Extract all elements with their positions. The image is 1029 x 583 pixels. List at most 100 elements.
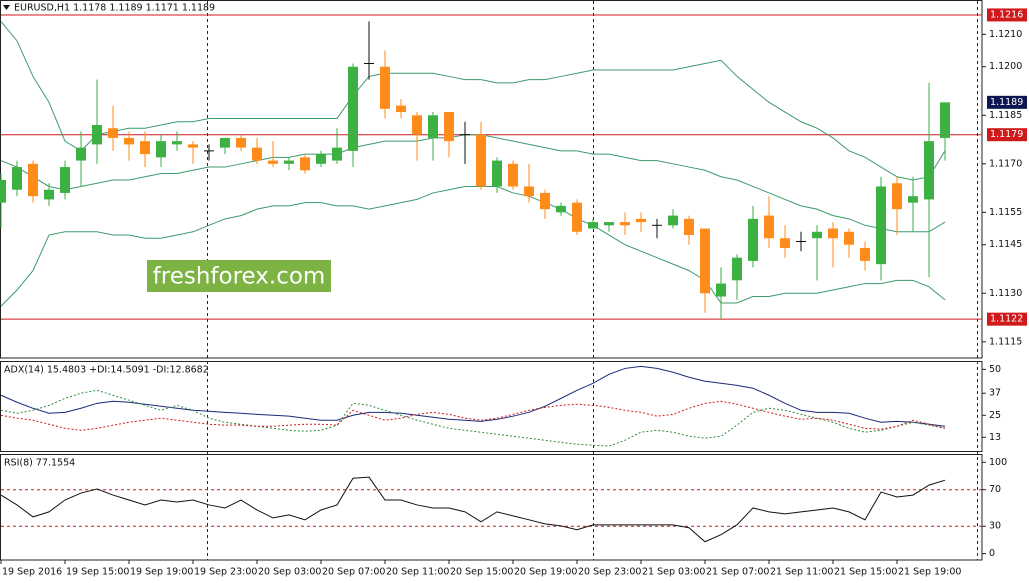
candle-body bbox=[252, 147, 262, 161]
price-label-bg bbox=[987, 312, 1027, 326]
bollinger-band bbox=[0, 134, 946, 233]
candle-body bbox=[284, 160, 294, 164]
candle-body bbox=[540, 192, 550, 210]
candle-body bbox=[924, 141, 934, 200]
price-label: 1.1216 bbox=[990, 9, 1023, 20]
rsi-panel-frame bbox=[0, 454, 983, 561]
candle-body bbox=[108, 128, 118, 138]
candle-body bbox=[76, 147, 86, 161]
candle-body bbox=[268, 160, 278, 164]
indicator-line bbox=[0, 365, 946, 427]
x-tick-label: 21 Sep 11:00 bbox=[770, 567, 833, 578]
candle-body bbox=[940, 102, 950, 138]
candle-body bbox=[588, 222, 598, 229]
y-tick-label: 0 bbox=[989, 548, 995, 559]
candle-body bbox=[764, 215, 774, 239]
candle-body bbox=[300, 157, 310, 171]
candle-body bbox=[412, 115, 422, 135]
candle-body bbox=[892, 183, 902, 210]
x-tick-label: 20 Sep 07:00 bbox=[322, 567, 385, 578]
candle-body bbox=[700, 228, 710, 294]
price-label-bg bbox=[987, 8, 1027, 22]
candle-body bbox=[188, 144, 198, 148]
watermark-bg bbox=[147, 260, 331, 292]
panel-title: EURUSD,H1 1.1178 1.1189 1.1171 1.1189 bbox=[14, 3, 215, 14]
y-tick-label: 1.1130 bbox=[989, 288, 1022, 299]
candle-body bbox=[332, 147, 342, 161]
y-tick-label: 100 bbox=[989, 457, 1007, 468]
candle-body bbox=[780, 238, 790, 248]
x-tick-label: 19 Sep 2016 bbox=[2, 567, 62, 578]
price-label-bg bbox=[987, 128, 1027, 142]
panel-title: RSI(8) 77.1554 bbox=[4, 458, 75, 469]
x-tick-label: 21 Sep 03:00 bbox=[642, 567, 705, 578]
candle-body bbox=[124, 137, 134, 145]
candle-body bbox=[12, 167, 22, 190]
candle-body bbox=[92, 124, 102, 145]
watermark: freshforex.com bbox=[153, 264, 326, 290]
candle-body bbox=[396, 105, 406, 113]
x-tick-label: 19 Sep 15:00 bbox=[66, 567, 129, 578]
y-tick-label: 70 bbox=[989, 484, 1001, 495]
candle-body bbox=[220, 137, 230, 148]
candle-body bbox=[828, 228, 838, 239]
candle-body bbox=[44, 189, 54, 200]
y-tick-label: 25 bbox=[989, 410, 1001, 421]
y-tick-label: 1.1210 bbox=[989, 29, 1022, 40]
candle-body bbox=[316, 154, 326, 164]
candle-body bbox=[508, 163, 518, 187]
candle-body bbox=[476, 134, 486, 187]
candle-body bbox=[908, 196, 918, 203]
y-tick-label: 1.1200 bbox=[989, 61, 1022, 72]
last-price-bg bbox=[987, 95, 1027, 109]
candle-body bbox=[636, 218, 646, 223]
y-tick-label: 1.1145 bbox=[989, 239, 1022, 250]
candle-body bbox=[444, 112, 454, 142]
candle-body bbox=[156, 141, 166, 158]
y-tick-label: 13 bbox=[989, 432, 1001, 443]
indicator-line bbox=[0, 400, 946, 431]
x-tick-label: 20 Sep 03:00 bbox=[258, 567, 321, 578]
candle-body bbox=[716, 283, 726, 297]
candle-body bbox=[604, 222, 614, 226]
x-tick-label: 21 Sep 15:00 bbox=[834, 567, 897, 578]
y-tick-label: 1.1115 bbox=[989, 336, 1022, 347]
plot-layer: 1.1210 1.1200 1.1185 1.1170 1.1155 1.1145 1.11… bbox=[0, 3, 1027, 578]
candle-body bbox=[876, 186, 886, 265]
candle-body bbox=[140, 141, 150, 155]
bollinger-band bbox=[0, 185, 946, 307]
candle-body bbox=[524, 186, 534, 197]
candle-body bbox=[28, 163, 38, 197]
candle-body bbox=[684, 218, 694, 236]
adx-panel-frame bbox=[0, 361, 983, 452]
indicator-line bbox=[0, 476, 946, 543]
candle-body bbox=[732, 257, 742, 281]
candle-body bbox=[668, 215, 678, 226]
candle-body bbox=[556, 205, 566, 213]
candle-body bbox=[860, 247, 870, 261]
candle-body bbox=[380, 66, 390, 109]
x-tick-label: 19 Sep 19:00 bbox=[130, 567, 193, 578]
price-label: 1.1179 bbox=[990, 129, 1023, 140]
indicator-line bbox=[0, 389, 946, 447]
candle-body bbox=[0, 180, 6, 203]
x-tick-label: 21 Sep 07:00 bbox=[706, 567, 769, 578]
candle-body bbox=[492, 160, 502, 187]
price-label: 1.1122 bbox=[990, 314, 1023, 325]
panel-title: ADX(14) 15.4803 +DI:14.5091 -DI:12.8682 bbox=[4, 365, 209, 376]
candle-body bbox=[748, 218, 758, 261]
symbol-menu-icon bbox=[3, 5, 10, 10]
y-tick-label: 37 bbox=[989, 388, 1001, 399]
candle-body bbox=[172, 141, 182, 145]
candle-body bbox=[348, 66, 358, 151]
y-tick-label: 1.1185 bbox=[989, 110, 1022, 121]
x-tick-label: 20 Sep 11:00 bbox=[386, 567, 449, 578]
last-price-label: 1.1189 bbox=[990, 97, 1023, 108]
y-tick-label: 50 bbox=[989, 364, 1001, 375]
candle-body bbox=[60, 167, 70, 193]
y-tick-label: 30 bbox=[989, 521, 1001, 532]
x-tick-label: 20 Sep 15:00 bbox=[450, 567, 513, 578]
y-tick-label: 1.1170 bbox=[989, 158, 1022, 169]
